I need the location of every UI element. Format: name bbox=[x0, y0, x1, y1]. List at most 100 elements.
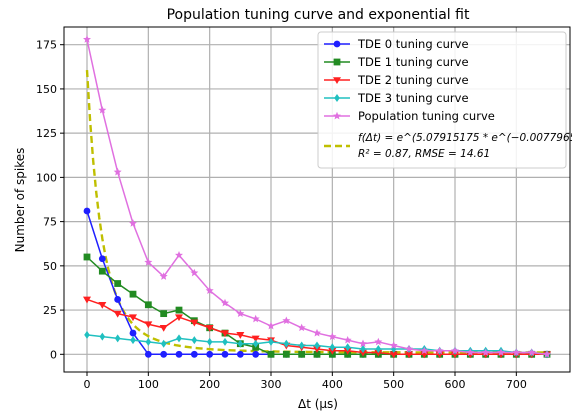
x-tick-label: 200 bbox=[199, 378, 220, 391]
data-point bbox=[374, 337, 383, 346]
data-point bbox=[267, 321, 275, 330]
y-tick-label: 0 bbox=[50, 348, 57, 361]
data-point bbox=[129, 329, 137, 337]
legend: TDE 0 tuning curve TDE 1 tuning curve TDE … bbox=[317, 31, 572, 169]
y-tick-label: 150 bbox=[36, 83, 57, 96]
data-point bbox=[420, 346, 429, 355]
data-point bbox=[221, 330, 229, 338]
data-point bbox=[313, 350, 321, 358]
data-point bbox=[236, 350, 244, 358]
data-point bbox=[175, 251, 183, 259]
plot-frame bbox=[63, 26, 571, 373]
data-point bbox=[328, 332, 337, 341]
data-point bbox=[98, 301, 107, 309]
data-point bbox=[481, 348, 490, 356]
data-point bbox=[313, 346, 321, 353]
data-point bbox=[313, 328, 321, 337]
data-point bbox=[114, 280, 122, 287]
data-point bbox=[252, 339, 259, 348]
data-point bbox=[175, 314, 183, 322]
data-point bbox=[344, 343, 351, 352]
data-point bbox=[98, 267, 106, 275]
x-tick-label: 100 bbox=[138, 378, 159, 391]
data-point bbox=[497, 348, 505, 356]
data-point bbox=[237, 339, 244, 348]
data-point bbox=[282, 316, 291, 325]
data-point bbox=[144, 301, 152, 309]
data-point bbox=[527, 348, 536, 356]
legend-label: Population tuning curve bbox=[358, 109, 495, 123]
data-point bbox=[343, 347, 352, 355]
axes: 0 100 200 300 400 500 600 700 0 25 50 75 100 125 150 17… bbox=[36, 39, 527, 391]
data-point bbox=[389, 341, 398, 349]
data-point bbox=[160, 350, 168, 358]
data-point bbox=[129, 314, 137, 322]
data-point bbox=[512, 348, 521, 356]
y-tick-label: 125 bbox=[36, 127, 57, 140]
x-tick-label: 0 bbox=[84, 378, 91, 391]
data-point bbox=[374, 349, 383, 357]
data-point bbox=[221, 298, 229, 307]
data-point bbox=[435, 346, 444, 355]
data-point bbox=[252, 350, 260, 358]
x-tick-label: 700 bbox=[506, 378, 527, 391]
data-point bbox=[130, 336, 136, 345]
legend-marker bbox=[333, 58, 341, 66]
data-point bbox=[191, 336, 198, 345]
data-point bbox=[359, 349, 367, 357]
data-point bbox=[144, 321, 153, 329]
x-tick-label: 600 bbox=[445, 378, 466, 391]
data-point bbox=[114, 334, 121, 343]
data-point bbox=[175, 306, 183, 314]
legend-label: TDE 3 tuning curve bbox=[357, 91, 469, 105]
data-point bbox=[98, 105, 107, 114]
data-point bbox=[268, 337, 274, 346]
data-point bbox=[84, 330, 90, 339]
x-tick-label: 300 bbox=[261, 378, 282, 391]
data-point bbox=[389, 351, 398, 359]
data-point bbox=[205, 324, 214, 332]
data-point bbox=[190, 268, 199, 277]
legend-label: TDE 1 tuning curve bbox=[357, 55, 469, 69]
x-tick-label: 500 bbox=[383, 378, 404, 391]
data-point bbox=[83, 207, 91, 215]
data-point bbox=[282, 350, 290, 358]
legend-marker bbox=[333, 40, 341, 48]
data-point bbox=[451, 346, 459, 355]
legend-label: TDE 0 tuning curve bbox=[357, 37, 469, 51]
data-point bbox=[297, 323, 306, 332]
legend-fit-equation: f(Δt) = e^(5.07915175 * e^(−0.00779659Δt… bbox=[358, 132, 572, 144]
data-point bbox=[298, 341, 305, 350]
data-point bbox=[190, 350, 198, 358]
data-point bbox=[99, 332, 106, 341]
data-point bbox=[175, 350, 183, 358]
data-point bbox=[329, 343, 336, 352]
data-point bbox=[129, 290, 137, 298]
data-point bbox=[190, 319, 199, 327]
data-point bbox=[114, 296, 122, 303]
series-0 bbox=[83, 207, 551, 358]
data-point bbox=[176, 334, 182, 343]
data-point bbox=[314, 341, 320, 350]
data-point bbox=[236, 309, 245, 318]
data-point bbox=[466, 348, 475, 356]
chart-title: Population tuning curve and exponential … bbox=[167, 7, 470, 23]
series-4 bbox=[83, 35, 551, 358]
data-point bbox=[129, 219, 137, 227]
data-point bbox=[83, 296, 91, 304]
x-tick-label: 400 bbox=[322, 378, 343, 391]
data-point bbox=[98, 255, 106, 263]
data-point bbox=[251, 335, 260, 343]
legend-fit-stats: R² = 0.87, RMSE = 14.61 bbox=[358, 148, 490, 160]
legend-marker bbox=[334, 94, 340, 102]
data-point bbox=[206, 350, 214, 358]
data-point bbox=[236, 332, 245, 339]
data-point bbox=[160, 339, 167, 348]
data-point bbox=[298, 350, 306, 358]
data-point bbox=[144, 258, 153, 266]
data-point bbox=[159, 324, 168, 332]
y-axis-label: Number of spikes bbox=[13, 148, 27, 253]
data-point bbox=[113, 167, 122, 176]
data-point bbox=[206, 337, 213, 346]
